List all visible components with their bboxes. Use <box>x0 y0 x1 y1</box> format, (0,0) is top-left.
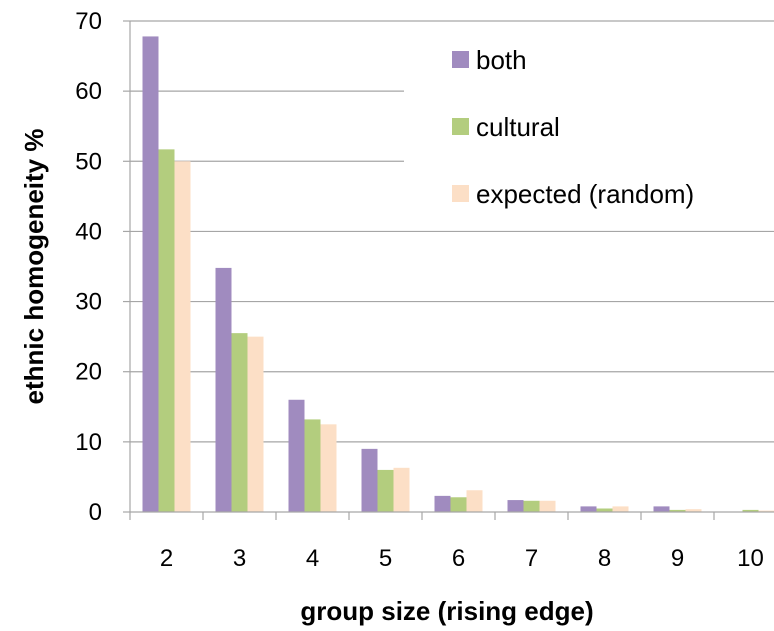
bar <box>758 510 774 512</box>
bar <box>653 506 670 512</box>
x-tick-label: 9 <box>671 545 684 572</box>
bar <box>231 333 248 512</box>
bar <box>450 497 467 512</box>
x-tick-label: 6 <box>452 545 465 572</box>
y-tick-label: 0 <box>89 499 102 526</box>
y-tick-label: 40 <box>75 218 102 245</box>
bar <box>523 500 540 512</box>
bar <box>434 495 451 512</box>
bar <box>158 149 175 512</box>
y-tick-label: 10 <box>75 429 102 456</box>
x-axis-title: group size (rising edge) <box>300 596 593 626</box>
bar <box>393 467 410 512</box>
bar <box>539 500 556 512</box>
x-tick-label: 4 <box>306 545 319 572</box>
x-tick-label: 7 <box>525 545 538 572</box>
y-tick-label: 50 <box>75 148 102 175</box>
y-tick-label: 70 <box>75 8 102 35</box>
bar <box>247 336 264 512</box>
bar <box>596 508 613 512</box>
x-tick-label: 2 <box>160 545 173 572</box>
bar <box>507 500 524 512</box>
x-tick-label: 8 <box>598 545 611 572</box>
bars <box>142 36 774 513</box>
bar <box>377 469 394 512</box>
x-tick-label: 3 <box>233 545 246 572</box>
tick-labels: 0 10 20 30 40 50 60 70 2 3 4 5 6 7 8 9 10 <box>75 8 764 572</box>
legend-swatch <box>452 185 469 202</box>
x-tick-label: 10 <box>737 545 764 572</box>
legend-swatch <box>452 51 469 68</box>
bar <box>304 419 321 512</box>
legend-label: cultural <box>476 112 560 142</box>
bar <box>361 448 378 512</box>
bar <box>142 36 159 512</box>
y-tick-label: 30 <box>75 289 102 316</box>
bar <box>685 509 702 512</box>
bar <box>742 509 759 512</box>
y-axis-title: ethnic homogeneity % <box>19 129 49 405</box>
legend-label: expected (random) <box>476 179 694 209</box>
bar <box>580 506 597 512</box>
x-tick-label: 5 <box>379 545 392 572</box>
bar <box>174 161 191 513</box>
bar <box>288 399 305 512</box>
legend-swatch <box>452 118 469 135</box>
y-tick-label: 20 <box>75 359 102 386</box>
bar <box>669 509 686 512</box>
y-tick-label: 60 <box>75 78 102 105</box>
bar <box>320 424 337 512</box>
axes <box>129 21 774 513</box>
legend: both cultural expected (random) <box>404 30 774 220</box>
bar <box>612 506 629 512</box>
bar <box>215 267 232 512</box>
legend-label: both <box>476 45 527 75</box>
bar <box>466 490 483 512</box>
